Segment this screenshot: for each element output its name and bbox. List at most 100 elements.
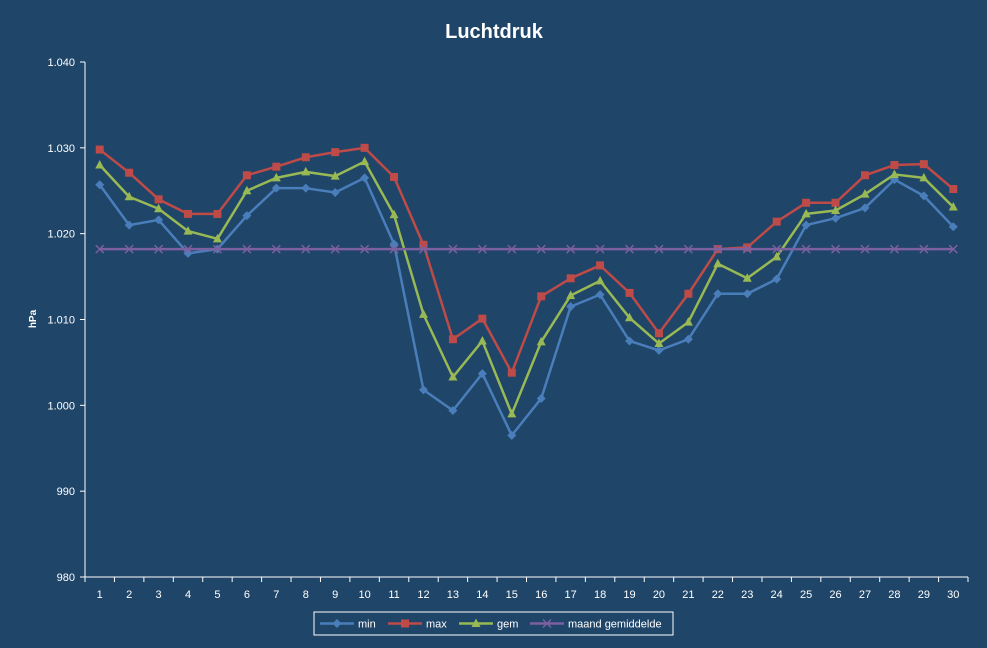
legend-label: gem [497,619,518,631]
data-point [389,239,399,249]
data-point [713,244,723,254]
data-point [507,368,516,377]
data-point [272,162,281,171]
data-point [478,314,487,323]
data-point [948,244,958,254]
data-point [919,244,929,254]
data-point [742,273,752,282]
data-point [212,233,222,243]
data-point [801,208,811,218]
data-point [625,312,635,322]
data-point [654,338,664,348]
x-tick-label: 2 [126,589,132,601]
data-point [566,274,575,283]
data-point [507,244,517,254]
legend: min max gem maand gemiddelde [313,611,674,636]
data-point [890,161,899,169]
y-tick-label: 980 [57,572,75,584]
data-point [948,202,958,211]
data-point [360,173,370,183]
series-line [98,160,955,416]
data-point [154,244,164,254]
data-point [242,211,252,221]
series-line [98,146,955,374]
data-point [124,244,134,254]
data-point [419,240,428,249]
data-point [948,222,958,232]
x-tick-label: 6 [244,589,250,601]
x-tick-label: 5 [214,589,220,601]
data-point [536,336,546,346]
x-tick-label: 29 [918,589,930,601]
series-maand-gemiddelde [95,244,958,254]
data-point [742,289,752,299]
data-point [125,168,134,177]
data-point [271,172,281,182]
legend-swatch-marker [332,619,342,628]
data-point [477,335,487,345]
data-point [683,334,693,344]
data-point [212,244,222,254]
legend-swatch-marker [471,618,481,627]
x-tick-label: 18 [594,589,606,601]
x-tick-label: 10 [358,589,370,601]
data-point [301,244,311,254]
legend-box [313,611,674,636]
data-point [360,244,370,254]
x-tick-label: 30 [947,589,959,601]
x-tick-label: 4 [185,589,191,601]
x-axis-ticks: 1 2 3 4 5 6 7 8 9 10 11 12 13 14 15 16 17 18 19 20 21 22 23 24 2… [84,577,969,601]
data-point [124,191,134,201]
data-point [595,290,605,300]
data-point [772,251,782,261]
data-point [183,244,193,254]
y-tick-label: 1.010 [47,315,75,327]
data-point [949,185,958,194]
series-gem [95,156,958,418]
data-point [418,385,428,395]
data-point [772,217,781,226]
data-point [95,145,104,154]
data-point [418,244,429,254]
data-point [654,329,663,338]
data-point [242,171,251,180]
data-point [360,143,369,152]
data-point [418,309,428,318]
data-point [566,290,576,299]
data-point [330,244,340,254]
data-point [801,220,811,230]
data-point [95,244,105,254]
data-point [772,244,782,254]
legend-swatch-marker [542,618,552,629]
data-point [566,302,576,312]
data-point [683,244,693,254]
data-point [331,148,340,157]
x-tick-label: 27 [859,589,871,601]
data-point [507,430,517,440]
data-point [242,185,252,195]
data-point [742,244,752,254]
data-point [448,405,458,415]
data-point [801,244,811,254]
data-point [683,317,693,326]
data-point [831,198,840,207]
data-point [860,203,870,213]
data-point [713,289,723,299]
data-point [124,220,134,230]
data-point [389,209,399,219]
data-point [477,244,487,254]
x-tick-label: 25 [800,589,812,601]
data-point [596,261,605,270]
data-point [536,244,546,254]
data-point [184,209,193,218]
data-point [183,226,193,235]
data-point [301,153,310,162]
axes [84,62,968,578]
data-point [860,244,870,254]
legend-item: maand gemiddelde [530,619,662,631]
y-tick-label: 990 [57,486,75,498]
data-point [242,244,252,254]
data-point [831,244,841,254]
data-point [154,203,164,213]
